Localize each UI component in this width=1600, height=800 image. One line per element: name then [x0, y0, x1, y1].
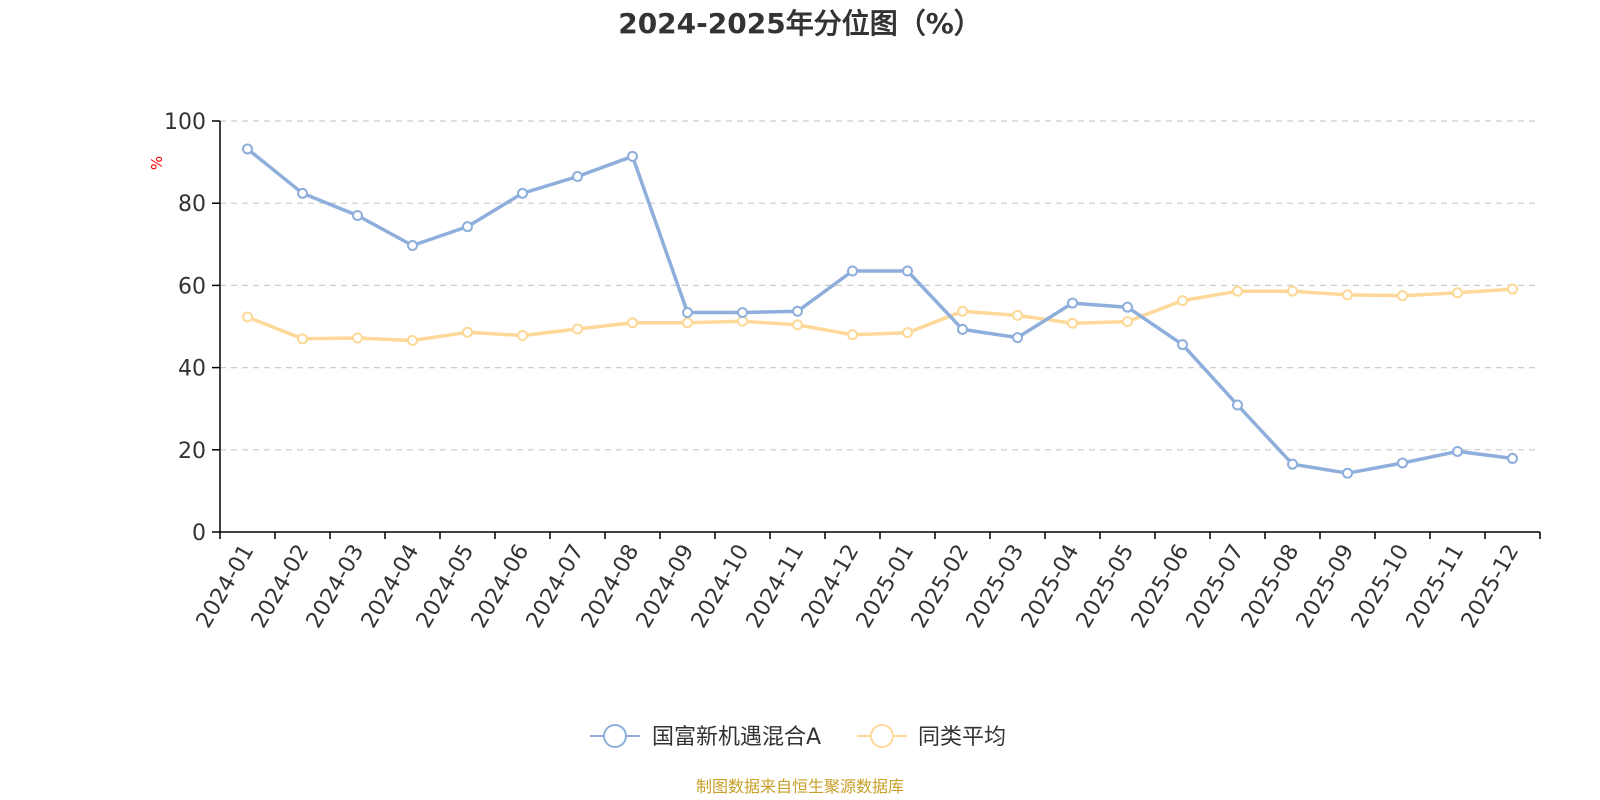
axes: 0204060801002024-012024-022024-032024-04…	[164, 110, 1541, 632]
data-point	[682, 317, 693, 329]
data-point	[1342, 467, 1353, 479]
data-point	[517, 330, 528, 342]
legend-label: 同类平均	[918, 725, 1006, 750]
data-point	[1287, 458, 1298, 470]
data-point	[1232, 399, 1243, 411]
data-point	[957, 305, 968, 317]
y-axis-unit-label: %	[148, 156, 166, 170]
data-point	[352, 210, 363, 222]
data-point	[627, 317, 638, 329]
data-source-note: 制图数据来自恒生聚源数据库	[696, 777, 904, 796]
grid-lines	[220, 120, 1540, 451]
series-line	[245, 147, 1515, 475]
legend-label: 国富新机遇混合A	[652, 725, 821, 750]
data-point	[462, 326, 473, 338]
legend-item-0[interactable]: 国富新机遇混合A	[590, 724, 821, 750]
data-point	[902, 265, 913, 277]
legend-marker-icon	[603, 724, 627, 748]
legend[interactable]: 国富新机遇混合A 同类平均	[590, 724, 1006, 750]
data-point	[1232, 285, 1243, 297]
legend-marker-icon	[870, 724, 894, 748]
data-point	[1507, 452, 1518, 464]
data-point	[572, 323, 583, 335]
legend-item-1[interactable]: 同类平均	[857, 724, 1006, 750]
y-tick-label: 40	[178, 357, 206, 382]
data-point	[792, 319, 803, 331]
data-point	[1012, 332, 1023, 344]
data-point	[847, 265, 858, 277]
data-point	[572, 170, 583, 182]
data-point	[1122, 316, 1133, 328]
chart-title: 2024-2025年分位图（%）	[618, 7, 982, 40]
data-point	[1177, 339, 1188, 351]
y-tick-label: 100	[164, 110, 206, 135]
y-tick-label: 80	[178, 192, 206, 217]
data-point	[297, 333, 308, 345]
data-point	[1397, 290, 1408, 302]
y-tick-label: 60	[178, 274, 206, 299]
series-0	[242, 143, 1518, 479]
data-point	[627, 150, 638, 162]
data-point	[1452, 287, 1463, 299]
data-point	[352, 332, 363, 344]
data-point	[1397, 457, 1408, 469]
y-tick-label: 20	[178, 439, 206, 464]
data-point	[517, 187, 528, 199]
data-point	[737, 307, 748, 319]
data-point	[847, 329, 858, 341]
data-point	[462, 221, 473, 233]
data-point	[242, 143, 253, 155]
data-point	[1067, 317, 1078, 329]
data-point	[1507, 283, 1518, 295]
data-point	[407, 334, 418, 346]
data-point	[682, 307, 693, 319]
data-point	[1177, 295, 1188, 307]
data-point	[1287, 285, 1298, 297]
data-point	[1452, 445, 1463, 457]
data-point	[1342, 289, 1353, 301]
data-point	[1012, 309, 1023, 321]
data-point	[902, 327, 913, 339]
data-point	[242, 311, 253, 323]
data-point	[957, 323, 968, 335]
data-point	[792, 305, 803, 317]
data-point	[1067, 297, 1078, 309]
data-point	[297, 187, 308, 199]
series-lines	[242, 143, 1518, 479]
y-tick-label: 0	[192, 521, 206, 546]
series-1	[242, 283, 1518, 346]
data-point	[1122, 301, 1133, 313]
series-line	[245, 287, 1515, 343]
data-point	[407, 240, 418, 252]
